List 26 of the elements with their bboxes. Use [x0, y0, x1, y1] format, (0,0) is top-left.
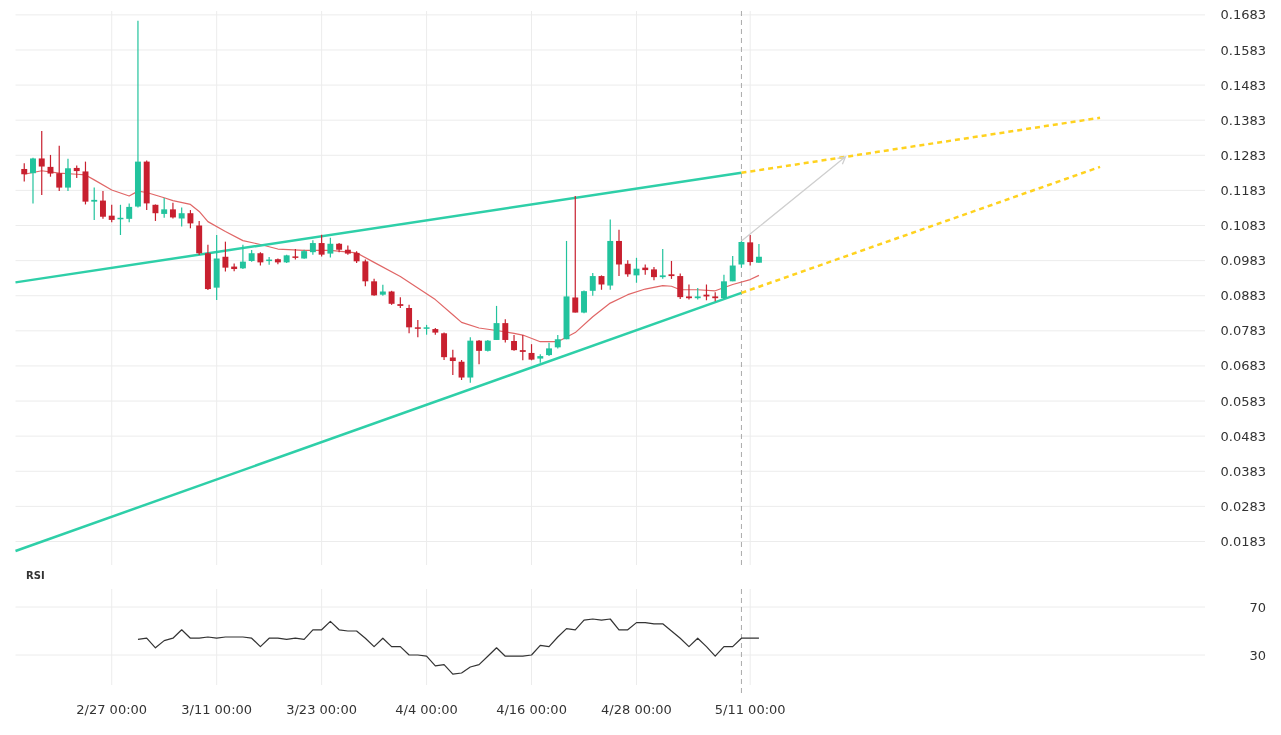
y-tick-label: 0.0183: [1220, 534, 1266, 550]
x-tick-label: 4/16 00:00: [496, 702, 567, 717]
x-tick-label: 2/27 00:00: [76, 702, 148, 717]
y-tick-label: 0.0383: [1220, 463, 1266, 479]
chart-title: RSI: [26, 570, 45, 581]
x-tick-label: 3/11 00:00: [181, 702, 253, 717]
y-tick-label: 0.0483: [1220, 428, 1266, 444]
x-tick-label: 4/4 00:00: [395, 702, 458, 717]
y-tick-label: 0.0283: [1220, 498, 1266, 514]
y-tick-label: 0.0683: [1220, 358, 1266, 374]
y-tick-label: 0.1383: [1220, 112, 1266, 128]
y-tick-label: 70: [1249, 599, 1266, 615]
y-tick-label: 0.1183: [1220, 182, 1266, 198]
y-tick-label: 0.1283: [1220, 147, 1266, 163]
y-tick-label: 0.1083: [1220, 218, 1266, 234]
y-tick-label: 0.0783: [1220, 323, 1266, 339]
x-tick-label: 4/28 00:00: [601, 702, 672, 717]
y-tick-label: 0.0983: [1220, 253, 1266, 269]
y-tick-label: 0.1583: [1220, 42, 1266, 58]
y-tick-label: 30: [1249, 647, 1266, 663]
x-tick-label: 5/11 00:00: [714, 702, 786, 717]
y-tick-label: 0.0583: [1220, 393, 1266, 409]
x-tick-label: 3/23 00:00: [286, 702, 358, 717]
y-tick-label: 0.1483: [1220, 77, 1266, 93]
y-tick-label: 0.0883: [1220, 288, 1266, 304]
y-tick-label: 0.1683: [1220, 7, 1266, 23]
